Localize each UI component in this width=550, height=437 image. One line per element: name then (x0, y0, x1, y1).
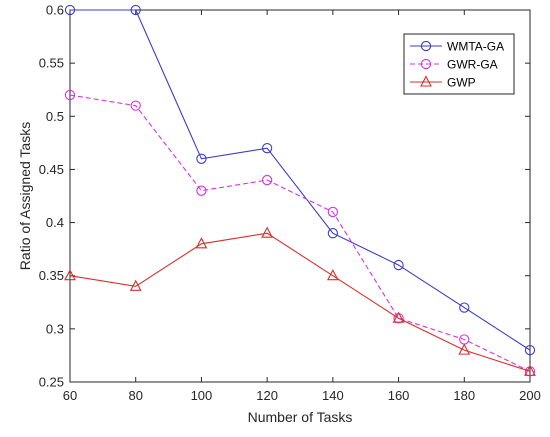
y-tick-label: 0.6 (46, 3, 64, 18)
y-tick-label: 0.4 (46, 215, 64, 230)
legend-label-gwr-ga: GWR-GA (447, 58, 498, 72)
data-point-gwp (64, 269, 76, 281)
x-tick-label: 160 (388, 388, 410, 403)
x-tick-label: 60 (63, 388, 77, 403)
series-gwp (64, 226, 536, 376)
data-point-gwr-ga (64, 89, 76, 101)
data-point-wmta-ga (327, 228, 339, 239)
data-point-gwp (326, 269, 339, 281)
legend: WMTA-GA GWR-GA GWP (403, 33, 515, 95)
data-point-wmta-ga (261, 143, 273, 154)
data-point-wmta-ga (459, 302, 470, 313)
series-layer (64, 4, 536, 377)
legend-marker-gwr-ga (420, 58, 432, 70)
data-point-gwp (129, 279, 142, 291)
y-tick-label: 0.3 (46, 321, 64, 336)
data-point-gwp (392, 311, 405, 323)
y-tick-label: 0.5 (46, 109, 64, 124)
x-tick-label: 80 (128, 388, 142, 403)
x-tick-label: 120 (256, 388, 278, 403)
y-tick-label: 0.55 (39, 56, 64, 71)
series-line-wmta-ga (70, 9, 531, 351)
legend-marker-wmta-ga (420, 40, 432, 52)
y-axis: 0.25 0.3 0.35 0.4 0.45 0.5 0.55 0.6 (39, 3, 530, 390)
data-point-gwr-ga (261, 174, 273, 186)
x-tick-label: 140 (322, 388, 344, 403)
data-point-gwr-ga (130, 100, 141, 111)
x-tick-label: 100 (191, 388, 213, 403)
y-axis-label: Ratio of Assigned Tasks (17, 122, 33, 270)
series-wmta-ga (64, 4, 536, 356)
x-axis-label: Number of Tasks (248, 409, 353, 425)
data-point-gwp (261, 226, 274, 238)
data-point-wmta-ga (130, 4, 141, 16)
y-tick-label: 0.45 (39, 162, 64, 177)
series-line-gwp (69, 232, 531, 372)
data-point-gwr-ga (327, 206, 339, 218)
data-point-gwr-ga (196, 185, 207, 196)
y-tick-label: 0.35 (39, 268, 64, 283)
data-point-gwp (524, 364, 536, 376)
data-point-wmta-ga (64, 4, 76, 16)
series-line-gwr-ga (69, 94, 531, 372)
legend-label-wmta-ga: WMTA-GA (447, 40, 504, 54)
data-point-wmta-ga (524, 344, 536, 356)
data-point-wmta-ga (393, 259, 404, 271)
x-tick-label: 200 (519, 388, 541, 403)
x-axis: 60 80 100 120 140 160 180 200 (63, 10, 541, 403)
y-tick-label: 0.25 (39, 375, 64, 390)
legend-marker-gwp (420, 75, 432, 87)
data-point-gwp (458, 343, 471, 355)
data-point-gwp (195, 237, 208, 249)
legend-label-gwp: GWP (447, 76, 476, 90)
x-tick-label: 180 (453, 388, 475, 403)
data-point-wmta-ga (196, 153, 207, 164)
